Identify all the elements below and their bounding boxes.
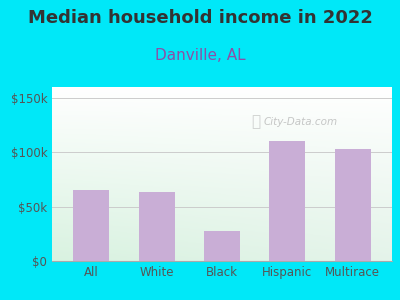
Text: Median household income in 2022: Median household income in 2022 [28,9,372,27]
Text: Danville, AL: Danville, AL [155,48,245,63]
Bar [270,141,305,261]
Bar [335,149,371,261]
Bar [204,230,240,261]
Text: City-Data.com: City-Data.com [263,117,337,127]
Bar [139,193,174,261]
Text: ⦾: ⦾ [252,114,260,129]
Bar [73,190,109,261]
